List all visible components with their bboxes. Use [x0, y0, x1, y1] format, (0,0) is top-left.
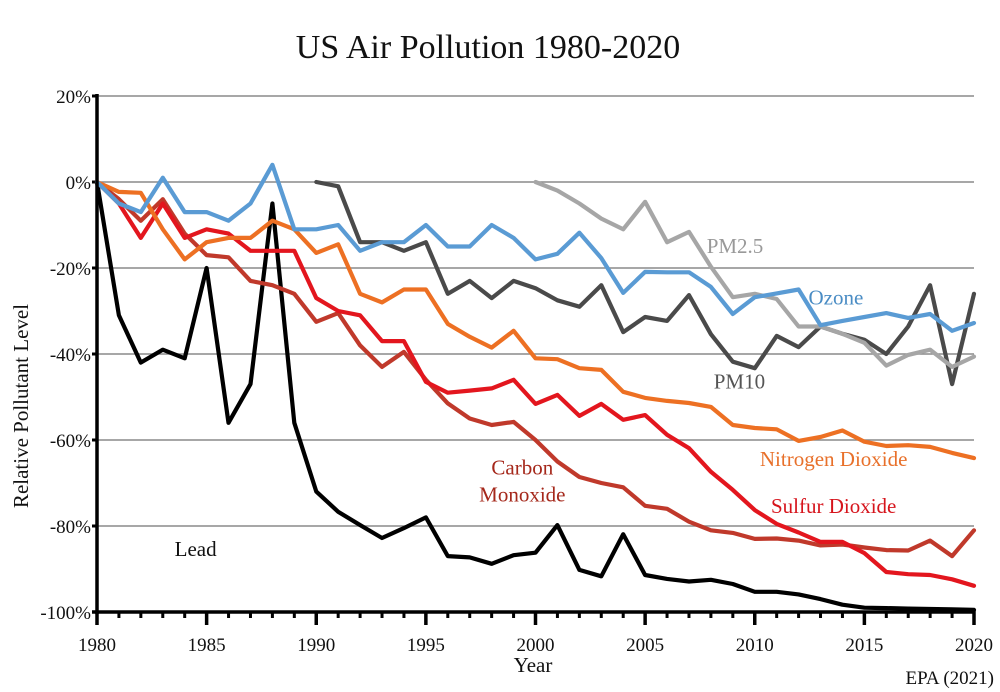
x-tick-label: 2000: [517, 635, 555, 656]
chart-title: US Air Pollution 1980-2020: [296, 29, 680, 66]
series-label-lead: Lead: [175, 537, 217, 561]
x-tick-label: 2005: [626, 635, 664, 656]
x-tick-label: 1980: [78, 635, 116, 656]
series-label-ozone: Ozone: [808, 286, 863, 310]
x-tick-label: 2020: [955, 635, 993, 656]
x-tick-label: 1995: [407, 635, 445, 656]
series-line-sulfur-dioxide: [94, 179, 977, 588]
series-line-pm2-5: [533, 179, 977, 369]
series-line-lead: [94, 179, 977, 613]
series-lines: [94, 162, 977, 613]
y-tick-label: 0%: [66, 173, 92, 194]
x-axis-ticks: 1980 1985 1990 1995 2000 2005 2010 2015 2020: [78, 611, 993, 656]
y-axis-ticks: 20% 0% -20% -40% -60% -80% -100%: [40, 87, 97, 624]
series-labels: Lead Carbon Monoxide Sulfur Dioxide Nitrogen…: [175, 234, 908, 561]
y-tick-label: -20%: [50, 259, 91, 280]
series-line-pm10: [314, 179, 977, 387]
y-tick-label: 20%: [56, 87, 91, 108]
y-tick-label: -100%: [40, 603, 91, 624]
y-tick-label: -80%: [50, 517, 91, 538]
x-tick-label: 1990: [297, 635, 335, 656]
y-tick-label: -60%: [50, 431, 91, 452]
series-line-nitrogen-dioxide: [94, 179, 977, 461]
x-tick-label: 2015: [845, 635, 883, 656]
source-note: EPA (2021): [905, 668, 994, 689]
series-label-nitrogen-dioxide: Nitrogen Dioxide: [760, 447, 908, 471]
x-tick-label: 2010: [736, 635, 774, 656]
series-line-carbon-monoxide: [94, 179, 977, 559]
series-label-pm10: PM10: [714, 369, 765, 393]
y-tick-label: -40%: [50, 345, 91, 366]
series-label-pm2-5: PM2.5: [707, 234, 764, 258]
y-axis-label: Relative Pollutant Level: [9, 304, 33, 508]
series-label-sulfur-dioxide: Sulfur Dioxide: [771, 494, 896, 518]
series-label-carbon-monoxide: Carbon Monoxide: [479, 455, 565, 506]
x-tick-label: 1985: [188, 635, 226, 656]
series-line-ozone: [94, 162, 977, 333]
x-axis-label: Year: [514, 653, 553, 677]
